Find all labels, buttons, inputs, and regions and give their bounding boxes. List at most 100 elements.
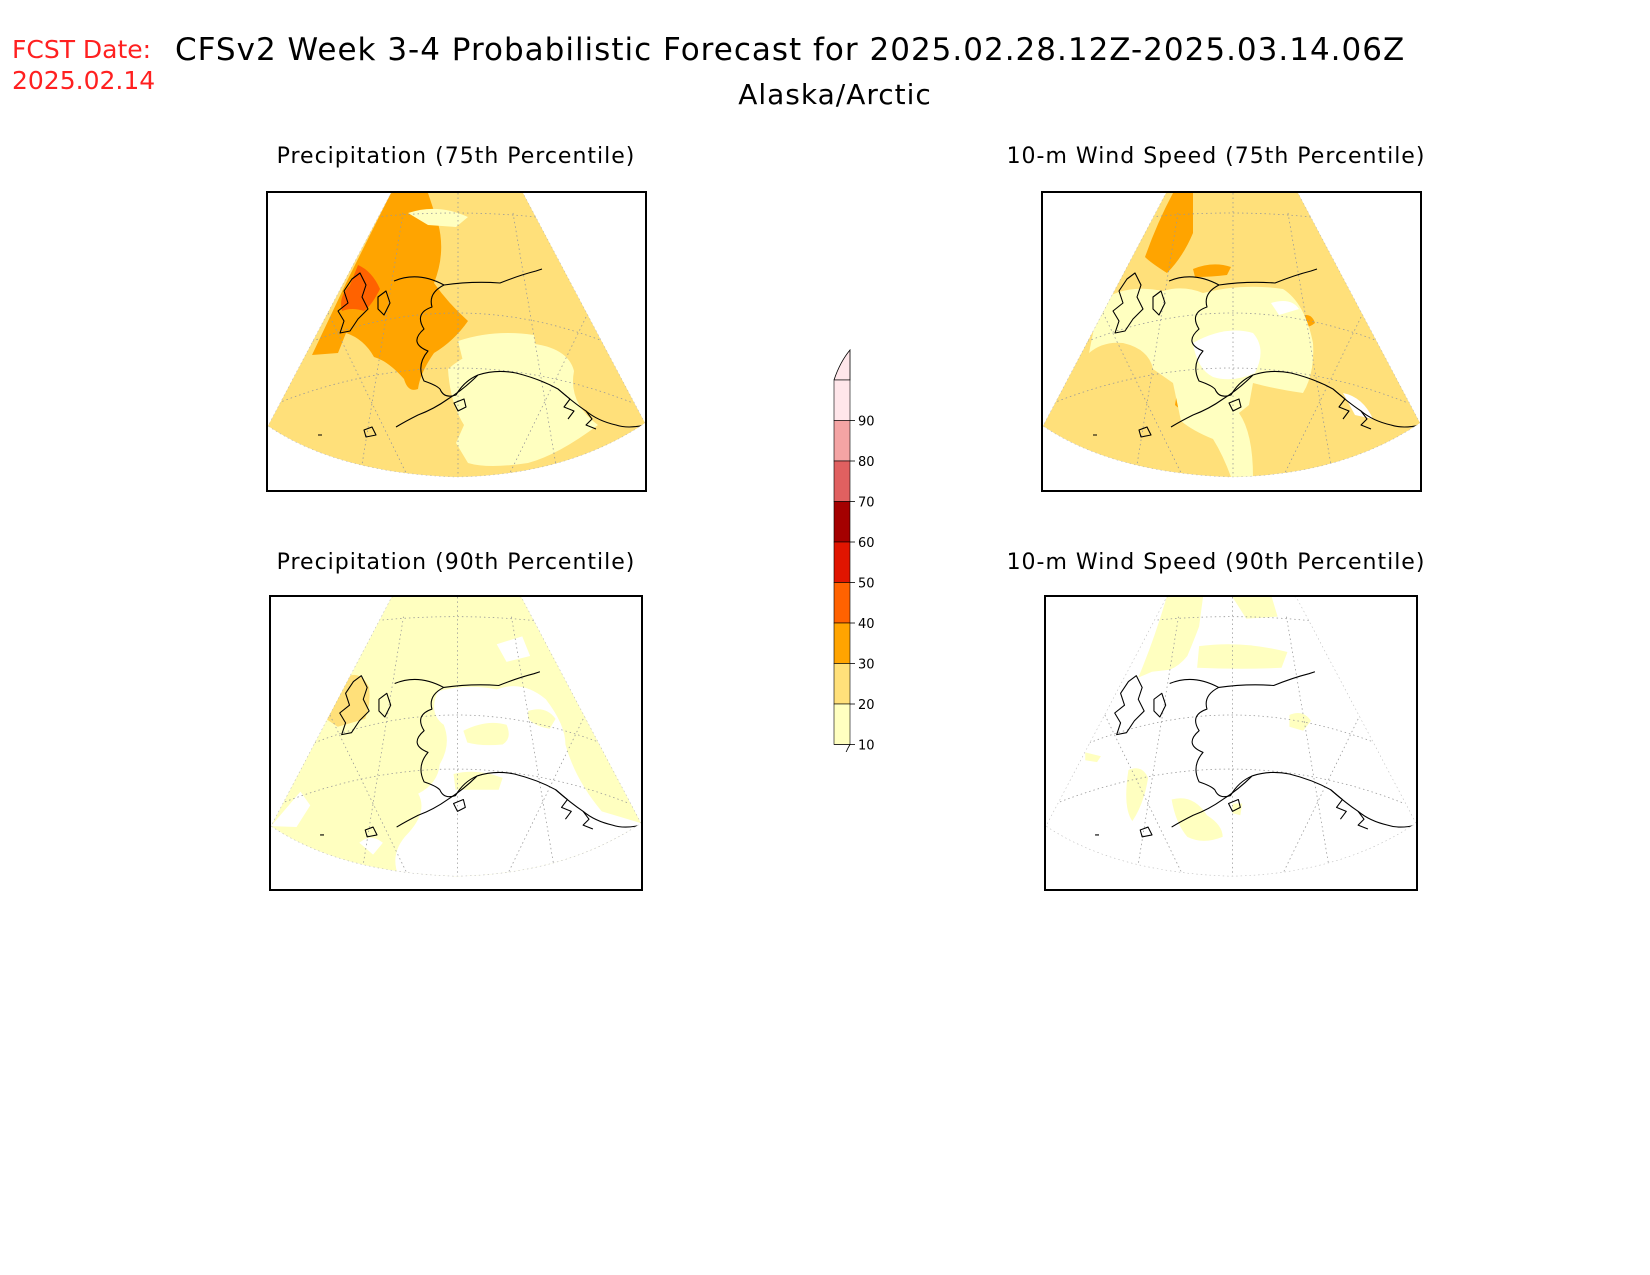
- grid-line: [1085, 714, 1380, 745]
- coastline: [378, 692, 392, 718]
- coastline: [1153, 692, 1167, 718]
- colorbar-top-cap: [833, 348, 851, 381]
- grid-line: [507, 312, 589, 477]
- probability-contour: [1193, 330, 1261, 380]
- grid-line: [327, 312, 409, 477]
- map-wind-75: [1041, 191, 1422, 492]
- coastline: [1251, 771, 1416, 828]
- grid-line: [1055, 768, 1405, 804]
- coastline: [1168, 268, 1318, 286]
- coastline: [393, 268, 543, 286]
- grid-line: [1102, 312, 1184, 477]
- probability-contour: [1232, 597, 1278, 619]
- probability-contour: [1343, 393, 1373, 419]
- grid-line: [277, 367, 634, 404]
- colorbar-block: [833, 379, 851, 421]
- panel-title-precip-90: Precipitation (90th Percentile): [276, 550, 636, 575]
- coastline: [1170, 374, 1254, 428]
- colorbar: 10 20 30 40 50 60 70 80 90: [833, 348, 875, 753]
- probability-contour: [395, 686, 641, 877]
- probability-contour: [496, 636, 531, 662]
- colorbar-label: 10: [858, 739, 875, 753]
- coastline: [1252, 370, 1420, 428]
- fcst-date-label: FCST Date: 2025.02.14: [12, 34, 155, 96]
- coastline: [1228, 398, 1242, 412]
- probability-contour: [1289, 713, 1311, 731]
- coastline: [585, 410, 597, 430]
- probability-contour: [1145, 193, 1193, 273]
- colorbar-block: [833, 582, 851, 624]
- coastline: [1228, 798, 1241, 812]
- coastline: [416, 686, 444, 791]
- grid-line: [329, 714, 409, 877]
- colorbar-label: 80: [858, 455, 875, 470]
- coastline: [1169, 671, 1316, 688]
- probability-contour: [1197, 644, 1288, 669]
- colorbar-block: [833, 622, 851, 664]
- probability-contour: [1126, 768, 1149, 822]
- grid-line: [1282, 312, 1364, 477]
- coastline: [555, 789, 572, 820]
- grid-line: [310, 714, 605, 745]
- grid-line: [506, 714, 586, 877]
- probability-contour: [1085, 752, 1101, 763]
- coastline: [416, 284, 445, 390]
- coastline: [377, 290, 391, 316]
- coastline: [1332, 388, 1350, 420]
- map-base-fill: [1046, 597, 1416, 877]
- grid-line: [280, 768, 630, 804]
- coastline: [1214, 374, 1254, 397]
- coastline: [1171, 775, 1253, 828]
- coastline: [453, 798, 466, 812]
- coastline: [582, 811, 594, 830]
- coastline: [363, 426, 377, 438]
- coastline: [1357, 811, 1369, 830]
- grid-line: [1281, 714, 1361, 877]
- coastline: [1214, 775, 1253, 798]
- probability-contour: [1271, 301, 1299, 315]
- colorbar-block: [833, 501, 851, 543]
- probability-contour: [528, 709, 556, 729]
- map-precip-75: [266, 191, 647, 492]
- colorbar-label: 90: [858, 415, 875, 430]
- colorbar-label: 60: [858, 536, 875, 551]
- coastline: [394, 671, 541, 688]
- probability-contour: [271, 791, 311, 828]
- colorbar-label: 30: [858, 658, 875, 673]
- coastline: [1191, 686, 1219, 791]
- probability-contour: [463, 722, 509, 746]
- coastline: [337, 272, 369, 334]
- page-title: CFSv2 Week 3-4 Probabilistic Forecast fo…: [175, 32, 1406, 68]
- coastline: [453, 398, 467, 412]
- probability-contour: [312, 193, 468, 390]
- colorbar-label: 40: [858, 617, 875, 632]
- probability-contour: [453, 771, 503, 790]
- fcst-date-text: FCST Date:: [12, 35, 152, 64]
- colorbar-bottom-cap: [834, 744, 851, 752]
- coastline: [1112, 272, 1144, 334]
- colorbar-block: [833, 663, 851, 705]
- coastline: [1152, 290, 1166, 316]
- coastline: [439, 775, 478, 798]
- grid-line: [1052, 367, 1409, 404]
- panel-title-wind-75: 10-m Wind Speed (75th Percentile): [1006, 144, 1426, 169]
- colorbar-block: [833, 460, 851, 502]
- grid-line: [1104, 714, 1184, 877]
- grid-line: [307, 312, 609, 344]
- coastline: [1139, 826, 1153, 838]
- coastline: [477, 370, 645, 428]
- coastline: [1330, 789, 1347, 820]
- coastline: [1114, 675, 1145, 736]
- coastline: [439, 374, 479, 397]
- coastline: [557, 388, 575, 420]
- probability-contour: [341, 265, 380, 311]
- panel-title-wind-90: 10-m Wind Speed (90th Percentile): [1006, 550, 1426, 575]
- map-precip-90: [269, 595, 643, 891]
- probability-contour: [1138, 597, 1204, 678]
- fcst-date-value: 2025.02.14: [12, 66, 156, 95]
- coastline: [1191, 284, 1220, 390]
- colorbar-label: 20: [858, 698, 875, 713]
- coastline: [1360, 410, 1372, 430]
- colorbar-label: 70: [858, 496, 875, 511]
- coastline: [396, 775, 478, 828]
